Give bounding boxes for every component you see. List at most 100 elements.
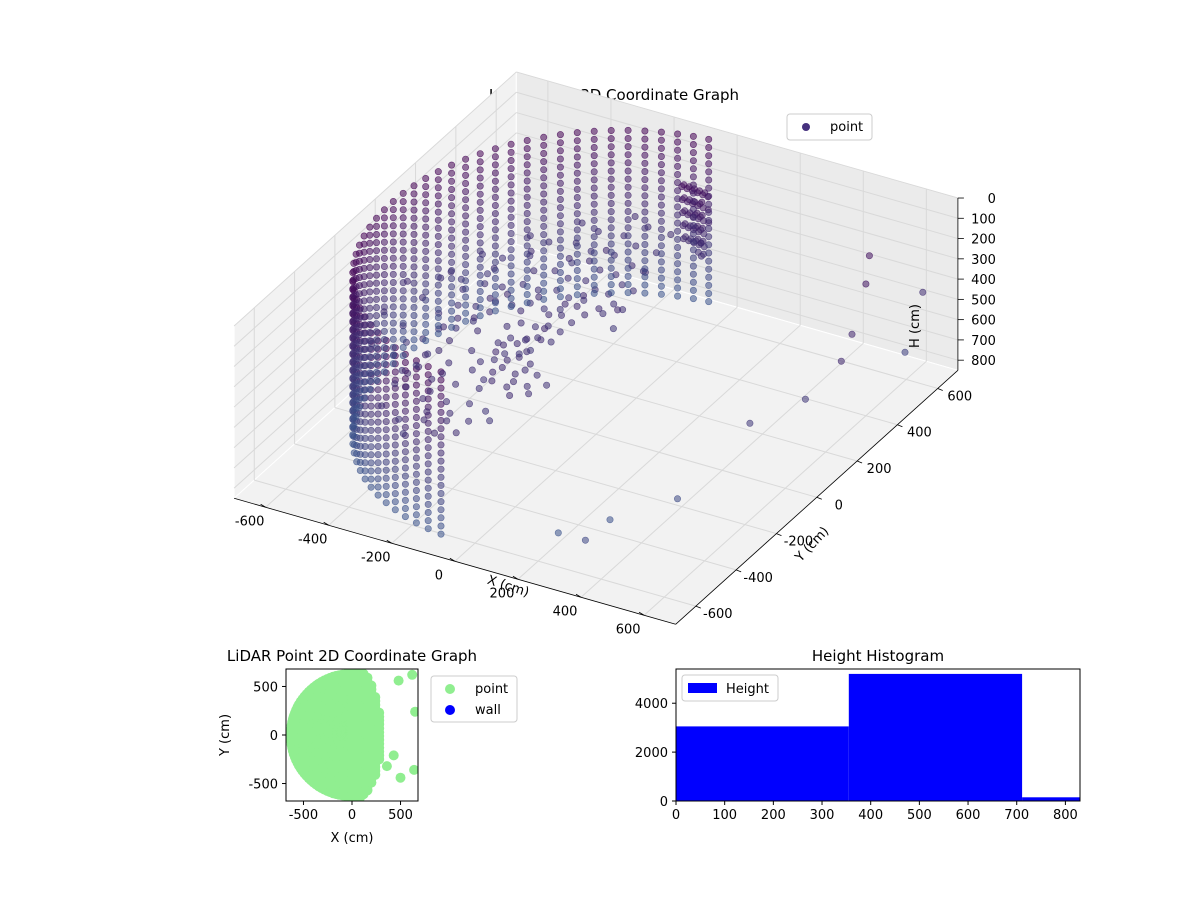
z-tick-label: 400: [971, 273, 996, 288]
point-marker: [389, 270, 397, 278]
point-marker: [556, 196, 564, 204]
point-marker: [382, 393, 390, 401]
y-tick-label: -600: [703, 607, 733, 622]
point-marker: [389, 198, 397, 206]
point-marker: [437, 481, 445, 489]
point-marker: [412, 397, 420, 405]
point-marker: [573, 129, 581, 137]
point-marker: [366, 312, 374, 320]
point-marker: [697, 226, 705, 234]
point-marker: [380, 352, 388, 360]
point-marker: [641, 192, 649, 200]
point-marker: [389, 303, 397, 311]
point-marker: [515, 350, 523, 358]
point-marker: [624, 280, 632, 288]
point-marker: [491, 283, 499, 291]
y-tick-label: 600: [947, 389, 972, 404]
x-tick-label: 800: [1053, 808, 1078, 823]
point-marker: [534, 334, 542, 342]
point-marker: [590, 281, 598, 289]
point-marker: [582, 277, 590, 285]
point-marker: [437, 522, 445, 530]
point-marker: [430, 429, 438, 437]
point-marker: [624, 272, 632, 280]
point-marker: [410, 311, 418, 319]
point-marker: [382, 426, 390, 434]
point-marker: [674, 171, 682, 179]
point-marker: [491, 218, 499, 226]
y-tick-label: 0: [660, 795, 668, 810]
point-marker: [540, 174, 548, 182]
point-marker: [366, 247, 374, 255]
point-marker: [674, 130, 682, 138]
point-marker: [540, 231, 548, 239]
histogram-bar: [848, 673, 1023, 801]
point-marker: [705, 249, 713, 257]
point-marker: [367, 402, 375, 410]
point-marker: [434, 289, 442, 297]
point-marker: [476, 158, 484, 166]
point-marker: [476, 174, 484, 182]
point-marker: [607, 272, 615, 280]
point-marker: [556, 187, 564, 195]
point-marker: [402, 383, 410, 391]
point-marker: [445, 337, 453, 345]
point-marker: [641, 127, 649, 135]
point-marker: [573, 169, 581, 177]
point-marker: [689, 222, 697, 230]
point-marker: [526, 346, 534, 354]
point-marker: [437, 465, 445, 473]
point-marker: [401, 399, 409, 407]
point-marker: [412, 373, 420, 381]
point-marker: [523, 299, 531, 307]
x-tick-label: 0: [672, 808, 680, 823]
point-marker: [366, 345, 374, 353]
point-marker: [422, 264, 430, 272]
point-marker: [556, 268, 564, 276]
point-marker: [624, 208, 632, 216]
point-marker: [469, 317, 477, 325]
point-marker: [437, 530, 445, 538]
x-tick: [449, 557, 456, 562]
point-marker: [561, 300, 569, 308]
point-marker: [382, 499, 390, 507]
point-marker: [705, 200, 713, 208]
grid-z-back: [516, 112, 959, 240]
point-marker: [689, 214, 697, 222]
point-marker: [573, 242, 581, 250]
y-tick-label: 500: [253, 680, 278, 695]
point-marker: [705, 217, 713, 225]
point-marker: [607, 175, 615, 183]
point-marker: [389, 238, 397, 246]
point-marker: [367, 451, 375, 459]
point-marker: [401, 480, 409, 488]
point-marker: [556, 179, 564, 187]
point-marker: [424, 500, 432, 508]
grid-y-floor: [254, 479, 696, 607]
point-marker: [366, 320, 374, 328]
point-marker: [399, 303, 407, 311]
point-marker: [657, 144, 665, 152]
point-marker: [837, 357, 845, 365]
point-marker: [540, 263, 548, 271]
point-marker: [419, 395, 427, 403]
point-marker: [476, 247, 484, 255]
point-marker: [590, 273, 598, 281]
point-marker: [410, 255, 418, 263]
point-marker: [705, 135, 713, 143]
point-marker: [554, 529, 562, 537]
point-marker: [667, 231, 675, 239]
point-marker: [381, 761, 392, 772]
point-marker: [382, 491, 390, 499]
point-marker: [434, 241, 442, 249]
point-marker: [391, 425, 399, 433]
point-marker: [624, 289, 632, 297]
point-marker: [391, 368, 399, 376]
point-marker: [366, 239, 374, 247]
point-marker: [901, 348, 909, 356]
point-marker: [517, 319, 525, 327]
point-marker: [422, 239, 430, 247]
point-marker: [590, 265, 598, 273]
point-marker: [607, 183, 615, 191]
point-marker: [573, 185, 581, 193]
